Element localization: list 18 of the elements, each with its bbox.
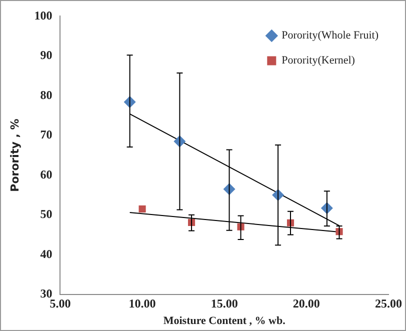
x-tick-label: 10.00 xyxy=(128,296,156,311)
x-tick-label: 20.00 xyxy=(292,296,320,311)
legend-label: Porority(Kernel) xyxy=(282,54,356,67)
y-axis-title: Porority , % xyxy=(8,118,22,192)
y-tick-label: 30 xyxy=(40,286,52,300)
y-tick-label: 100 xyxy=(34,8,52,22)
legend-label: Porority(Whole Fruit) xyxy=(282,30,379,42)
x-tick-label: 15.00 xyxy=(210,296,238,311)
y-tick-label: 40 xyxy=(40,246,52,261)
y-tick-label: 70 xyxy=(40,128,52,142)
y-tick-label: 60 xyxy=(40,167,52,182)
x-axis-title: Moisture Content , % wb. xyxy=(163,315,286,328)
point xyxy=(138,205,146,212)
y-tick-label: 90 xyxy=(40,48,52,62)
y-tick-label: 50 xyxy=(40,207,52,222)
x-tick-label: 25.00 xyxy=(375,296,402,311)
y-tick-label: 80 xyxy=(40,88,52,102)
x-tick-label: 5.00 xyxy=(50,296,71,311)
